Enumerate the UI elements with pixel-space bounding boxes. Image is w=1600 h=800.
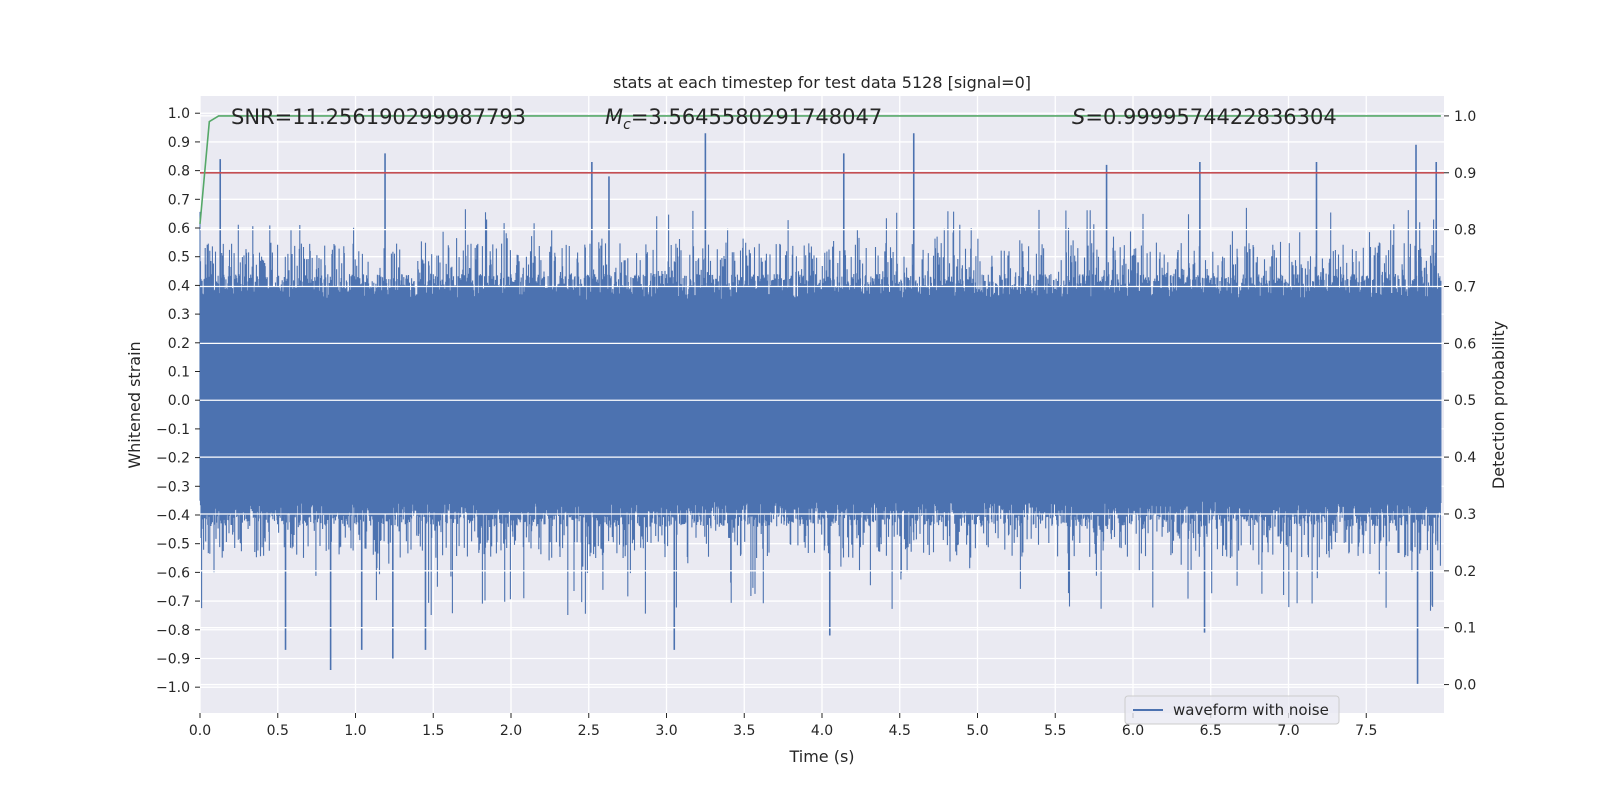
x-tick-label: 2.0 [500,723,522,739]
x-tick-label: 2.5 [578,723,600,739]
y-right-tick-label: 0.2 [1454,564,1476,580]
chirp-mass-subscript: c [623,117,631,133]
y-left-tick-label: −0.8 [156,623,190,639]
left-y-ticks: 1.0 0.9 0.8 0.7 0.6 0.5 0.4 0.3 0.2 0.1 0.0 −0.1 −0.… [156,106,200,696]
x-tick-label: 5.5 [1044,723,1066,739]
x-tick-label: 6.0 [1122,723,1144,739]
y-left-tick-label: 0.7 [168,192,190,208]
legend-label: waveform with noise [1173,701,1329,719]
probability-series [199,115,1444,225]
y-left-tick-label: −0.9 [156,651,190,667]
y-right-tick-label: 0.6 [1454,336,1476,352]
y-left-tick-label: −0.3 [156,479,190,495]
y-right-tick-label: 0.0 [1454,678,1476,694]
x-tick-label: 0.5 [267,723,289,739]
y-left-tick-label: 0.1 [168,364,190,380]
waveform-noise [199,207,1442,615]
y-left-tick-label: −0.5 [156,537,190,553]
y-right-tick-label: 0.9 [1454,166,1476,182]
y-left-tick-label: 0.3 [168,307,190,323]
x-tick-label: 4.0 [811,723,833,739]
y-axis-label-right: Detection probability [1489,321,1508,489]
x-tick-label: 0.0 [189,723,211,739]
x-tick-label: 1.5 [422,723,444,739]
significance-annotation: S=0.9999574422836304 [1072,105,1337,129]
x-tick-label: 6.5 [1200,723,1222,739]
x-tick-label: 5.0 [966,723,988,739]
y-left-tick-label: 0.5 [168,250,190,266]
snr-annotation: SNR=11.256190299987793 [231,105,526,129]
chirp-mass-value: =3.5645580291748047 [631,105,882,129]
y-left-tick-label: −1.0 [156,680,190,696]
y-left-tick-label: −0.4 [156,508,190,524]
y-left-tick-label: 0.8 [168,164,190,180]
x-tick-label: 3.5 [733,723,755,739]
probability-line [199,115,1441,225]
y-right-tick-label: 0.5 [1454,393,1476,409]
x-axis-label: Time (s) [788,747,854,766]
y-right-tick-label: 0.8 [1454,223,1476,239]
y-right-tick-label: 1.0 [1454,109,1476,125]
chirp-mass-symbol: M [605,105,623,129]
x-ticks: 0.0 0.5 1.0 1.5 2.0 2.5 3.0 3.5 4.0 4.5 5.0 5.5 6.0 6… [189,713,1377,739]
y-left-tick-label: 0.9 [168,135,190,151]
x-tick-label: 4.5 [889,723,911,739]
y-left-tick-label: 0.6 [168,221,190,237]
legend-box [1124,695,1340,725]
y-left-tick-label: −0.6 [156,565,190,581]
y-left-tick-label: 0.4 [168,278,190,294]
x-tick-label: 1.0 [344,723,366,739]
legend: waveform with noise [1124,695,1340,725]
chart-title: stats at each timestep for test data 512… [613,73,1031,92]
significance-symbol: S [1072,105,1085,129]
y-left-tick-label: −0.2 [156,451,190,467]
y-right-tick-label: 0.7 [1454,280,1476,296]
y-left-tick-label: 1.0 [168,106,190,122]
right-y-ticks: 1.0 0.9 0.8 0.7 0.6 0.5 0.4 0.3 0.2 0.1 0.0 [1444,109,1476,694]
significance-value: =0.9999574422836304 [1085,105,1336,129]
x-tick-label: 7.0 [1277,723,1299,739]
y-axis-label-left: Whitened strain [125,341,144,468]
x-tick-label: 7.5 [1355,723,1377,739]
y-right-tick-label: 0.1 [1454,621,1476,637]
y-right-tick-label: 0.3 [1454,507,1476,523]
y-left-tick-label: −0.7 [156,594,190,610]
y-right-tick-label: 0.4 [1454,450,1476,466]
x-tick-label: 3.0 [655,723,677,739]
y-left-tick-label: 0.2 [168,336,190,352]
y-left-tick-label: 0.0 [168,393,190,409]
chirp-mass-annotation: Mc=3.5645580291748047 [605,105,882,133]
y-left-tick-label: −0.1 [156,422,190,438]
